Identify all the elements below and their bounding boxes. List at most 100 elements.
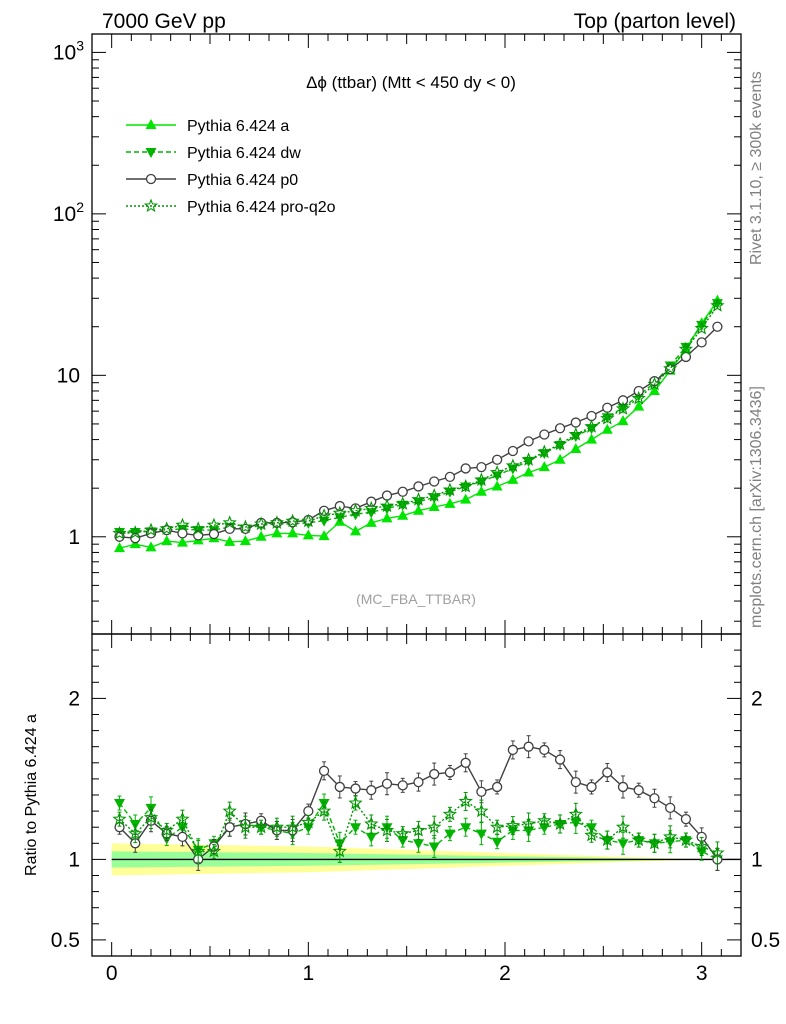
ratio-point <box>665 802 676 814</box>
main-point <box>397 486 408 497</box>
ratio-point <box>602 767 613 778</box>
legend: Pythia 6.424 a Pythia 6.424 dw Pythia 6.42… <box>126 118 336 216</box>
main-point <box>302 529 314 540</box>
main-point <box>554 453 566 464</box>
main-point <box>570 417 581 428</box>
main-point <box>694 321 709 335</box>
ratio-point <box>475 829 487 840</box>
main-point <box>696 337 707 348</box>
main-point <box>444 471 456 483</box>
main-point <box>696 320 708 331</box>
main-point <box>397 500 409 511</box>
main-point <box>253 516 269 531</box>
ratio-point <box>474 803 489 818</box>
ratio-point <box>316 803 332 818</box>
legend-marker <box>145 173 157 185</box>
legend-marker <box>145 148 157 158</box>
main-point <box>601 413 613 424</box>
header-left: 7000 GeV pp <box>102 10 226 33</box>
main-point <box>364 500 379 515</box>
xtick-label: 3 <box>696 962 708 985</box>
main-series-3 <box>112 298 725 540</box>
ratio-point <box>177 831 188 843</box>
main-point <box>633 400 645 411</box>
xtick-label: 2 <box>499 962 511 985</box>
ratio-ytick-label-right: 1 <box>751 848 763 871</box>
main-ytick-label: 102 <box>53 199 84 226</box>
ratio-point <box>491 837 503 848</box>
ratio-point <box>191 843 206 858</box>
ratio-point <box>253 819 269 834</box>
ratio-point <box>537 813 552 827</box>
main-point <box>224 535 236 546</box>
main-point <box>710 298 725 312</box>
main-point <box>507 473 519 484</box>
xtick-label: 1 <box>302 962 314 985</box>
ratio-point <box>395 826 410 840</box>
main-point <box>538 461 550 472</box>
ratio-ytick-label-right: 0.5 <box>751 929 780 952</box>
ratio-data <box>111 735 741 876</box>
main-point <box>539 429 550 440</box>
ratio-point <box>427 819 442 834</box>
main-point <box>159 521 174 535</box>
main-point <box>444 497 456 508</box>
ratio-point <box>523 741 534 752</box>
main-point <box>318 530 330 541</box>
main-point <box>460 493 472 504</box>
legend-item: Pythia 6.424 dw <box>126 145 301 162</box>
ratio-point <box>222 803 237 818</box>
main-point <box>379 498 395 513</box>
ratio-point <box>663 829 678 843</box>
ratio-point <box>460 757 471 768</box>
ratio-point <box>444 829 456 840</box>
ratio-point <box>568 806 583 821</box>
ratio-point <box>633 785 644 796</box>
main-point <box>255 530 267 541</box>
ratio-point <box>206 843 221 858</box>
main-line-3 <box>119 305 718 535</box>
main-point <box>413 481 424 492</box>
main-point <box>381 512 393 523</box>
main-point <box>114 542 126 553</box>
legend-label: Pythia 6.424 a <box>187 118 289 135</box>
main-point <box>191 521 206 535</box>
ratio-series-2 <box>112 791 725 865</box>
main-point <box>507 445 519 457</box>
ratio-point <box>570 776 581 788</box>
ratio-point <box>521 816 536 830</box>
ratio-point <box>365 832 377 843</box>
ratio-point <box>397 780 408 791</box>
main-point <box>301 513 316 528</box>
ratio-point <box>332 843 347 858</box>
ratio-point <box>301 814 316 829</box>
ratio-point <box>491 781 503 793</box>
ratio-point <box>694 839 709 853</box>
main-point <box>429 476 440 487</box>
main-point <box>130 533 141 544</box>
ratio-point <box>615 819 631 834</box>
ratio-point <box>285 819 300 834</box>
main-point <box>161 535 173 546</box>
main-panel: 1 10 102 103 Δϕ (ttbar) (Mtt < 450 dy < 0) (M… <box>53 33 742 635</box>
ratio-point <box>128 826 143 840</box>
main-point <box>269 515 285 529</box>
ratio-point <box>269 819 285 834</box>
main-ytick-label: 1 <box>68 526 80 549</box>
ratio-point <box>350 823 362 834</box>
ratio-panel: 0.5 0.5 1 1 2 2 0 1 2 3 Ratio to Pythia 6.424 a <box>23 633 780 985</box>
ratio-point <box>366 785 377 796</box>
main-data <box>112 294 725 553</box>
ratio-point <box>303 805 314 817</box>
ratio-point <box>476 786 487 797</box>
main-point <box>128 525 143 539</box>
main-point <box>711 299 723 310</box>
legend-item: Pythia 6.424 pro-q2o <box>126 198 336 216</box>
ratio-point <box>600 832 615 847</box>
main-point <box>350 525 362 536</box>
ratio-point <box>224 822 235 833</box>
ratio-point <box>554 754 566 765</box>
main-point <box>145 541 157 552</box>
legend-label: Pythia 6.424 dw <box>187 145 301 162</box>
